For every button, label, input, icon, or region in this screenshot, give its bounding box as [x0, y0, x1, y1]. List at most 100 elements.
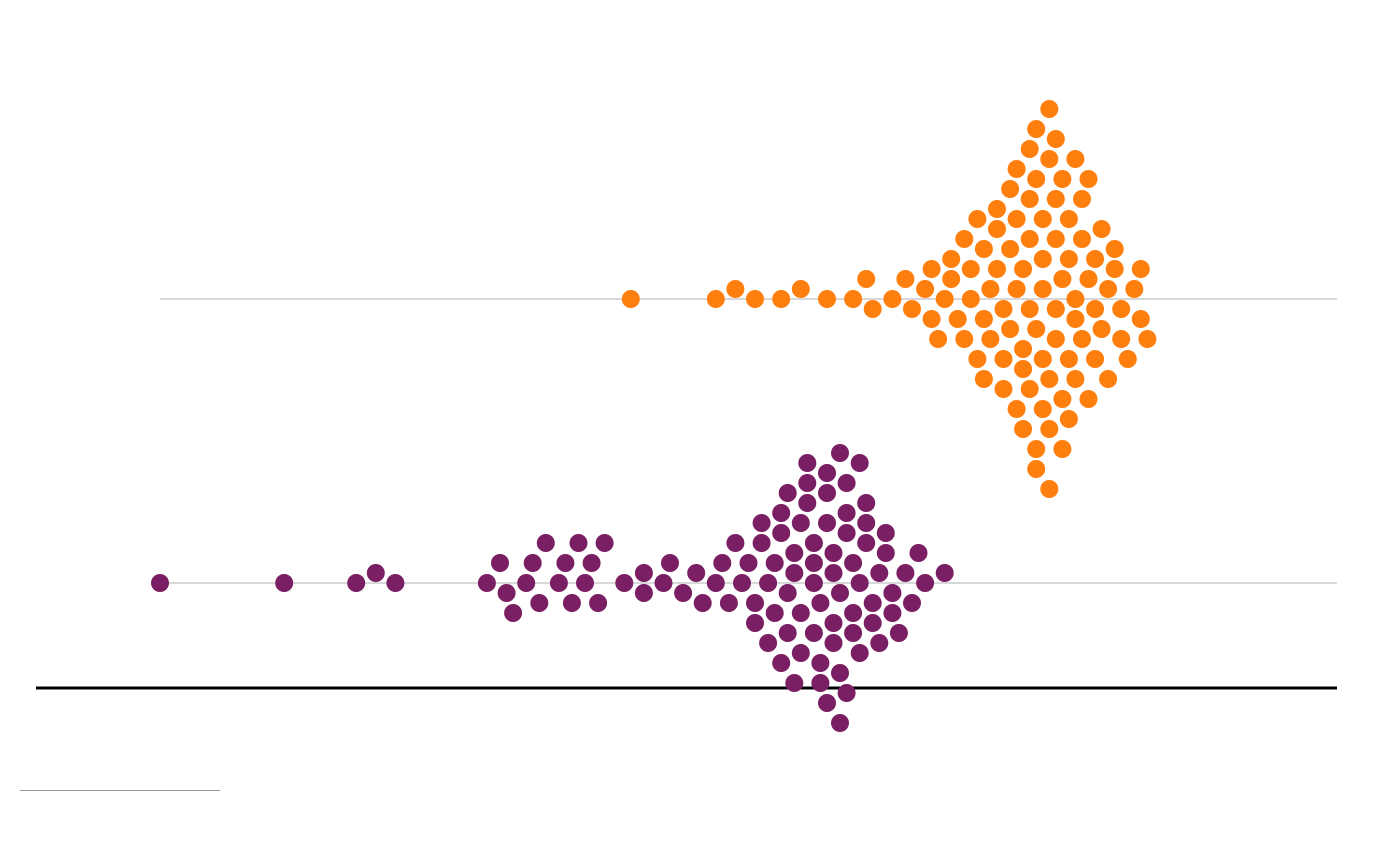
data-point	[903, 594, 921, 612]
data-point	[1007, 280, 1026, 298]
data-point	[1099, 280, 1118, 298]
data-point	[837, 474, 856, 492]
data-point	[1086, 250, 1105, 268]
data-point	[968, 350, 987, 368]
data-point	[1033, 250, 1052, 268]
data-point	[844, 554, 863, 572]
data-point	[824, 634, 843, 652]
data-point	[1040, 100, 1059, 118]
data-point	[916, 574, 935, 592]
data-point	[818, 290, 836, 308]
data-point	[634, 564, 653, 582]
data-point	[831, 444, 849, 462]
data-point	[746, 614, 764, 632]
data-point	[785, 544, 804, 562]
data-point	[634, 584, 653, 602]
data-point	[994, 350, 1013, 368]
data-point	[988, 260, 1006, 278]
series-1	[621, 100, 1157, 498]
data-point	[275, 574, 294, 592]
data-point	[798, 454, 817, 472]
data-point	[837, 684, 856, 702]
data-point	[942, 250, 961, 268]
data-point	[1020, 140, 1039, 158]
data-point	[1040, 370, 1059, 388]
data-point	[719, 594, 738, 612]
data-point	[942, 270, 961, 288]
data-point	[687, 564, 706, 582]
data-point	[922, 310, 941, 328]
data-point	[896, 564, 915, 582]
data-point	[549, 574, 568, 592]
data-point	[733, 574, 751, 592]
data-point	[530, 594, 549, 612]
data-point	[1046, 330, 1065, 348]
data-point	[556, 554, 575, 572]
data-point	[831, 664, 849, 682]
data-point	[726, 534, 745, 552]
data-point	[772, 524, 791, 542]
data-point	[151, 574, 169, 592]
data-point	[1066, 370, 1085, 388]
data-point	[1131, 310, 1150, 328]
data-point	[837, 504, 856, 522]
data-point	[811, 674, 830, 692]
data-point	[870, 634, 889, 652]
data-point	[804, 554, 823, 572]
data-point	[1059, 210, 1078, 228]
data-point	[772, 504, 791, 522]
data-point	[961, 290, 980, 308]
data-point	[1014, 260, 1033, 278]
data-point	[844, 624, 863, 642]
data-point	[811, 594, 830, 612]
data-point	[386, 574, 405, 592]
data-point	[811, 654, 830, 672]
data-point	[798, 474, 817, 492]
data-point	[1112, 330, 1131, 348]
data-point	[798, 494, 817, 512]
data-point	[994, 380, 1013, 398]
data-point	[752, 514, 771, 532]
data-point	[876, 544, 895, 562]
data-point	[523, 554, 542, 572]
data-point	[1053, 170, 1072, 188]
data-point	[621, 290, 640, 308]
data-point	[988, 200, 1006, 218]
data-point	[824, 564, 843, 582]
data-point	[850, 454, 869, 472]
data-point	[1033, 350, 1052, 368]
data-point	[765, 604, 784, 622]
data-point	[804, 574, 823, 592]
data-point	[366, 564, 385, 582]
data-point	[818, 464, 836, 482]
data-point	[1059, 250, 1078, 268]
data-point	[1046, 300, 1065, 318]
data-point	[1020, 230, 1039, 248]
data-point	[1079, 270, 1098, 288]
source-divider	[20, 790, 220, 791]
data-point	[706, 574, 725, 592]
data-point	[1131, 260, 1150, 278]
data-point	[1014, 420, 1033, 438]
data-point	[746, 594, 764, 612]
data-point	[1066, 310, 1085, 328]
data-point	[850, 644, 869, 662]
data-point	[772, 290, 791, 308]
data-point	[844, 290, 863, 308]
data-point	[1027, 320, 1046, 338]
data-point	[981, 280, 1000, 298]
data-point	[772, 654, 791, 672]
data-point	[347, 574, 366, 592]
data-point	[1007, 210, 1026, 228]
data-point	[824, 544, 843, 562]
data-point	[1099, 370, 1118, 388]
data-point	[1079, 170, 1098, 188]
data-point	[791, 604, 810, 622]
data-point	[961, 260, 980, 278]
data-point	[739, 554, 758, 572]
data-point	[883, 584, 902, 602]
data-point	[824, 614, 843, 632]
data-point	[576, 574, 594, 592]
data-point	[1066, 290, 1085, 308]
